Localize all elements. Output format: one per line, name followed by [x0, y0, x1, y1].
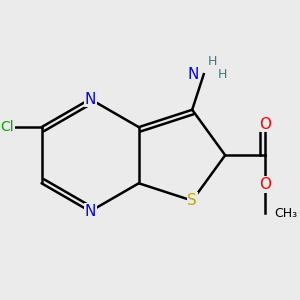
Text: O: O — [259, 116, 271, 131]
Text: H: H — [217, 68, 226, 81]
Text: CH₃: CH₃ — [274, 207, 297, 220]
Text: N: N — [85, 92, 96, 106]
Text: O: O — [259, 177, 271, 192]
Text: N: N — [188, 67, 199, 82]
Text: S: S — [187, 193, 197, 208]
Text: Cl: Cl — [0, 120, 14, 134]
Text: H: H — [208, 55, 217, 68]
Text: N: N — [85, 204, 96, 219]
